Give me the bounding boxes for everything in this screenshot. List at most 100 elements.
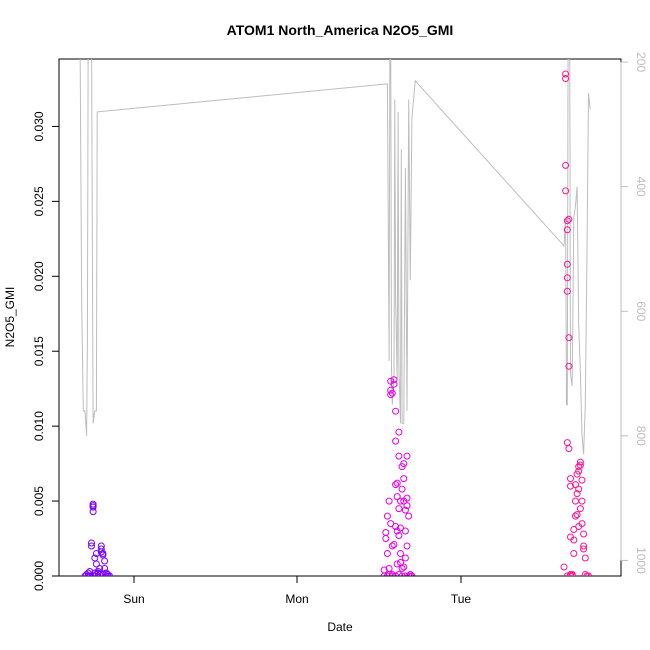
data-point <box>401 554 409 562</box>
data-point <box>84 572 92 576</box>
data-point <box>91 554 99 562</box>
data-point <box>403 542 411 550</box>
data-point <box>403 452 411 460</box>
data-point <box>580 542 588 550</box>
data-point <box>388 389 396 397</box>
data-point <box>405 512 413 520</box>
data-point <box>400 460 408 468</box>
data-point <box>395 428 403 436</box>
data-point <box>563 226 571 234</box>
data-point <box>578 476 586 484</box>
data-point <box>398 485 406 493</box>
data-point <box>400 475 408 483</box>
data-point <box>382 535 390 542</box>
data-point <box>395 532 403 539</box>
data-point <box>383 512 391 520</box>
data-point <box>565 362 573 370</box>
y-axis-label: N2O5_GMI <box>3 287 17 348</box>
data-point <box>392 437 400 445</box>
data-point <box>578 497 586 505</box>
x-axis: Sun Mon Tue <box>123 575 472 606</box>
data-point <box>398 565 406 572</box>
data-point <box>401 572 409 576</box>
data-point <box>581 554 589 562</box>
data-point <box>576 458 584 466</box>
data-point <box>392 407 400 415</box>
plot-frame <box>58 58 622 577</box>
data-point <box>94 569 102 576</box>
data-point <box>576 505 584 513</box>
y2-tick-label: 600 <box>634 301 648 321</box>
data-point <box>387 391 395 399</box>
data-point <box>392 572 400 576</box>
data-point <box>408 572 416 576</box>
data-point <box>106 572 113 576</box>
data-point <box>99 571 107 576</box>
data-point <box>581 571 589 576</box>
x-tick-label: Tue <box>451 592 472 606</box>
data-point <box>563 439 571 447</box>
data-point <box>573 470 581 478</box>
data-point <box>92 550 100 557</box>
data-point <box>390 380 398 388</box>
data-point <box>570 550 578 557</box>
data-point <box>392 523 400 530</box>
data-point <box>403 502 411 510</box>
data-point <box>397 497 404 505</box>
pressure-line <box>79 59 591 455</box>
data-point <box>568 572 576 576</box>
data-point <box>383 550 391 557</box>
data-point <box>563 260 571 268</box>
data-point <box>575 485 583 493</box>
data-point <box>562 70 570 78</box>
chart-title: ATOM1 North_America N2O5_GMI <box>227 22 454 38</box>
data-point <box>563 287 571 295</box>
data-point <box>395 505 403 513</box>
data-point <box>563 217 571 225</box>
data-point <box>563 274 571 282</box>
data-point <box>565 445 573 453</box>
y-axis: 0.000 0.005 0.010 0.015 0.020 0.025 0.030 <box>32 111 60 591</box>
data-point <box>562 161 570 169</box>
data-point <box>562 75 570 82</box>
data-point <box>395 452 403 460</box>
y-tick-label: 0.020 <box>32 261 46 291</box>
data-point <box>89 508 97 516</box>
data-point <box>567 482 574 490</box>
data-point <box>397 524 404 532</box>
y2-tick-label: 800 <box>634 426 648 446</box>
data-point <box>572 497 579 505</box>
y-tick-label: 0.005 <box>32 486 46 516</box>
y2-tick-label: 400 <box>634 177 648 197</box>
data-point <box>388 572 396 576</box>
x-tick-label: Mon <box>285 592 308 606</box>
data-point <box>393 479 401 487</box>
data-point <box>397 559 404 566</box>
data-point <box>392 481 400 489</box>
data-point <box>567 475 574 483</box>
data-point <box>393 560 401 568</box>
x-tick-label: Sun <box>123 592 144 606</box>
y2-axis: 200 400 600 800 1000 <box>620 52 648 574</box>
data-point <box>580 545 588 553</box>
x-axis-label: Date <box>327 620 353 634</box>
data-point <box>86 568 94 575</box>
y-tick-label: 0.025 <box>32 186 46 216</box>
data-point <box>568 571 576 576</box>
data-point <box>88 542 95 550</box>
data-point <box>89 503 97 511</box>
data-point <box>403 494 411 502</box>
data-point <box>88 539 95 547</box>
data-point <box>96 565 104 572</box>
data-point <box>576 461 584 469</box>
data-point <box>560 563 568 571</box>
data-point <box>390 541 398 548</box>
data-point <box>565 215 573 223</box>
y-tick-label: 0.010 <box>32 411 46 441</box>
data-point <box>585 572 592 576</box>
data-point <box>572 512 579 520</box>
data-point <box>101 557 109 565</box>
data-point <box>398 572 406 576</box>
data-point <box>565 334 573 342</box>
